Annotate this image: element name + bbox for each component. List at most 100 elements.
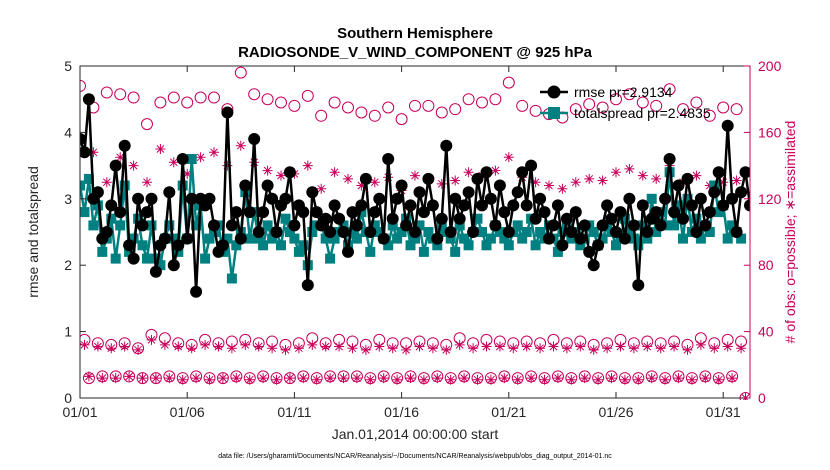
totalspread-point	[445, 233, 456, 244]
rmse-point	[627, 219, 640, 232]
totalspread-point	[436, 220, 447, 231]
assimilated-marker	[204, 374, 215, 385]
rmse-point	[279, 192, 292, 205]
assimilated-marker	[325, 373, 336, 384]
totalspread-point	[673, 200, 684, 211]
rmse-point	[502, 226, 515, 238]
rmse-point	[489, 219, 502, 232]
assimilated-marker	[200, 339, 211, 350]
assimilated-marker	[494, 341, 505, 352]
assimilated-marker	[258, 373, 269, 384]
totalspread-point	[727, 220, 738, 231]
assimilated-marker	[646, 373, 657, 384]
totalspread-point	[164, 220, 175, 231]
totalspread-point	[387, 220, 398, 231]
rmse-point	[458, 199, 471, 212]
rmse-point	[105, 199, 118, 212]
rmse-point	[569, 206, 582, 219]
possible-marker	[422, 99, 435, 112]
rmse-point	[574, 232, 587, 245]
assimilated-marker	[142, 177, 152, 188]
totalspread-point	[530, 240, 541, 251]
possible-marker	[234, 66, 247, 79]
y2-tick-label: 0	[758, 390, 766, 406]
rmse-point	[404, 199, 417, 212]
totalspread-point	[369, 220, 380, 231]
assimilated-marker	[209, 147, 219, 158]
rmse-point	[176, 153, 189, 165]
assimilated-marker	[106, 343, 117, 354]
totalspread-point	[463, 240, 474, 251]
rmse-point	[636, 199, 649, 212]
rmse-point	[529, 212, 542, 225]
totalspread-point	[624, 227, 635, 237]
totalspread-point	[566, 233, 577, 244]
possible-marker	[301, 89, 314, 102]
assimilated-marker	[459, 373, 470, 384]
assimilated-marker	[97, 373, 108, 384]
possible-marker	[181, 96, 194, 109]
rmse-point	[730, 226, 743, 238]
totalspread-point	[267, 233, 278, 244]
assimilated-marker	[602, 343, 613, 354]
rmse-point	[413, 186, 426, 199]
totalspread-point	[704, 227, 715, 237]
totalspread-point	[477, 227, 487, 237]
totalspread-point	[396, 227, 407, 237]
assimilated-marker	[682, 344, 693, 355]
rmse-point	[141, 206, 153, 219]
rmse-point	[221, 106, 234, 119]
assimilated-marker	[535, 343, 546, 354]
rmse-point	[511, 186, 524, 199]
assimilated-marker	[280, 344, 291, 355]
rmse-point	[319, 212, 332, 225]
rmse-point	[208, 219, 220, 232]
possible-marker	[489, 93, 502, 106]
assimilated-marker	[490, 165, 501, 176]
assimilated-marker	[334, 341, 345, 352]
assimilated-marker	[150, 373, 161, 384]
rmse-point	[435, 212, 448, 225]
rmse-point	[364, 226, 377, 238]
rmse-point	[618, 232, 631, 245]
assimilated-marker	[606, 373, 617, 384]
totalspread-point	[642, 233, 653, 244]
rmse-point	[409, 226, 421, 238]
rmse-point	[270, 226, 283, 238]
totalspread-point	[709, 180, 720, 191]
assimilated-marker	[177, 374, 188, 385]
assimilated-marker	[343, 173, 353, 184]
y-tick-label: 3	[64, 191, 72, 207]
assimilated-marker	[655, 343, 666, 354]
possible-marker	[703, 109, 716, 122]
rmse-point	[328, 199, 341, 212]
rmse-point	[565, 226, 578, 238]
totalspread-point	[226, 273, 237, 284]
assimilated-marker	[588, 344, 599, 355]
rmse-point	[668, 206, 681, 219]
totalspread-point	[695, 233, 706, 244]
totalspread-point	[356, 207, 367, 218]
assimilated-marker	[441, 344, 452, 355]
rmse-point	[444, 226, 457, 238]
totalspread-point	[293, 246, 304, 257]
assimilated-marker	[695, 339, 706, 350]
assimilated-marker	[360, 344, 371, 355]
possible-marker	[409, 99, 421, 112]
possible-marker	[623, 88, 636, 101]
totalspread-point	[682, 193, 693, 204]
assimilated-marker	[642, 341, 653, 352]
chart-title: Southern Hemisphere	[337, 25, 493, 42]
assimilated-marker	[329, 167, 340, 178]
possible-marker	[80, 79, 86, 92]
assimilated-marker	[463, 167, 474, 178]
assimilated-marker	[338, 373, 349, 384]
possible-marker	[275, 96, 287, 109]
rmse-point	[136, 219, 149, 232]
x-tick-label: 01/11	[277, 404, 311, 420]
totalspread-point	[552, 246, 563, 257]
rmse-point	[712, 166, 725, 179]
x-tick-label: 01/21	[491, 404, 526, 420]
possible-marker	[610, 93, 622, 106]
possible-marker	[650, 99, 663, 112]
